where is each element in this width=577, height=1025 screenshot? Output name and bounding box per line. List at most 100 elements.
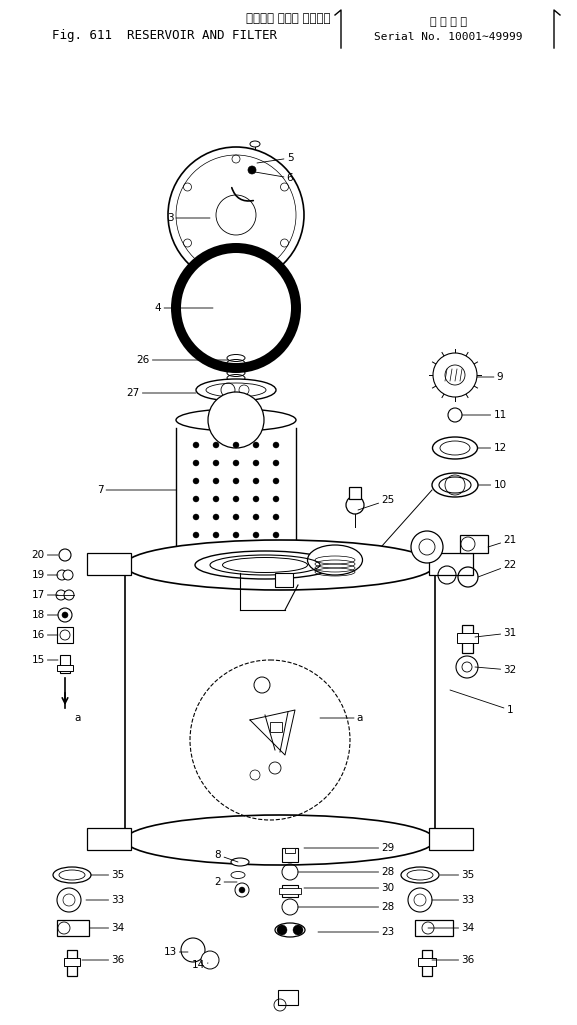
Circle shape <box>63 570 73 580</box>
Circle shape <box>235 883 249 897</box>
Text: 1: 1 <box>450 690 514 715</box>
Circle shape <box>346 496 364 514</box>
Ellipse shape <box>176 409 296 430</box>
Circle shape <box>57 888 81 912</box>
Circle shape <box>233 460 239 466</box>
Ellipse shape <box>176 546 296 564</box>
Text: 3: 3 <box>167 213 210 223</box>
Circle shape <box>64 590 74 600</box>
Bar <box>87 828 131 850</box>
Circle shape <box>273 514 279 520</box>
Bar <box>418 958 436 966</box>
Circle shape <box>233 532 239 538</box>
Bar <box>57 627 73 643</box>
Circle shape <box>193 478 199 484</box>
Circle shape <box>171 243 301 373</box>
Circle shape <box>193 496 199 502</box>
Ellipse shape <box>125 540 435 590</box>
Ellipse shape <box>275 922 305 937</box>
Circle shape <box>193 514 199 520</box>
Text: 10: 10 <box>478 480 507 490</box>
Circle shape <box>208 392 264 448</box>
Ellipse shape <box>308 545 362 575</box>
Circle shape <box>233 514 239 520</box>
Ellipse shape <box>125 815 435 865</box>
Bar <box>282 848 298 862</box>
Bar <box>282 885 298 897</box>
Text: 34: 34 <box>90 922 125 933</box>
Circle shape <box>58 922 70 934</box>
Bar <box>457 633 478 643</box>
Text: 32: 32 <box>475 665 516 675</box>
Circle shape <box>253 496 259 502</box>
Bar <box>422 950 432 976</box>
Text: 9: 9 <box>477 372 503 382</box>
Text: 31: 31 <box>475 628 516 638</box>
Text: 2: 2 <box>215 877 237 887</box>
Text: 27: 27 <box>126 388 196 398</box>
Text: 適 用 号 機: 適 用 号 機 <box>429 17 466 27</box>
Circle shape <box>273 532 279 538</box>
Bar <box>349 487 361 499</box>
Circle shape <box>253 478 259 484</box>
Circle shape <box>213 514 219 520</box>
Circle shape <box>58 608 72 622</box>
Text: 16: 16 <box>31 630 58 640</box>
Bar <box>270 722 282 732</box>
Bar <box>415 920 453 936</box>
Circle shape <box>433 353 477 397</box>
Circle shape <box>181 253 291 363</box>
Circle shape <box>233 478 239 484</box>
Text: 14: 14 <box>192 960 208 970</box>
Ellipse shape <box>231 858 249 866</box>
Text: 35: 35 <box>91 870 125 880</box>
Circle shape <box>253 460 259 466</box>
Circle shape <box>193 460 199 466</box>
Bar <box>57 920 89 936</box>
Circle shape <box>168 147 304 283</box>
Text: 5: 5 <box>257 153 293 163</box>
Circle shape <box>213 460 219 466</box>
Text: 28: 28 <box>298 902 395 912</box>
Circle shape <box>193 442 199 448</box>
Circle shape <box>62 612 68 618</box>
Text: 33: 33 <box>86 895 125 905</box>
Text: 34: 34 <box>428 922 475 933</box>
Bar <box>279 888 301 894</box>
Text: Fig. 611  RESERVOIR AND FILTER: Fig. 611 RESERVOIR AND FILTER <box>53 30 278 42</box>
Text: 19: 19 <box>31 570 58 580</box>
Circle shape <box>253 532 259 538</box>
Ellipse shape <box>250 141 260 147</box>
Ellipse shape <box>196 379 276 401</box>
Circle shape <box>422 922 434 934</box>
Bar <box>64 958 80 966</box>
Circle shape <box>456 656 478 678</box>
Circle shape <box>56 590 66 600</box>
Bar <box>87 554 131 575</box>
Circle shape <box>213 532 219 538</box>
Circle shape <box>233 442 239 448</box>
Ellipse shape <box>433 437 478 459</box>
Circle shape <box>213 478 219 484</box>
Ellipse shape <box>439 477 471 493</box>
Circle shape <box>277 925 287 935</box>
Text: 18: 18 <box>31 610 58 620</box>
Text: 25: 25 <box>358 495 395 510</box>
Circle shape <box>273 442 279 448</box>
Circle shape <box>57 570 67 580</box>
Circle shape <box>273 460 279 466</box>
Text: 4: 4 <box>155 303 213 313</box>
Text: 23: 23 <box>318 927 395 937</box>
Text: 30: 30 <box>304 883 395 893</box>
Bar <box>60 655 70 673</box>
Circle shape <box>213 442 219 448</box>
Bar <box>429 828 473 850</box>
Text: 36: 36 <box>82 955 125 965</box>
Circle shape <box>193 532 199 538</box>
Bar <box>462 625 473 653</box>
Circle shape <box>201 951 219 969</box>
Text: 12: 12 <box>478 443 507 453</box>
Ellipse shape <box>401 867 439 883</box>
Text: 36: 36 <box>432 955 475 965</box>
Circle shape <box>293 925 303 935</box>
